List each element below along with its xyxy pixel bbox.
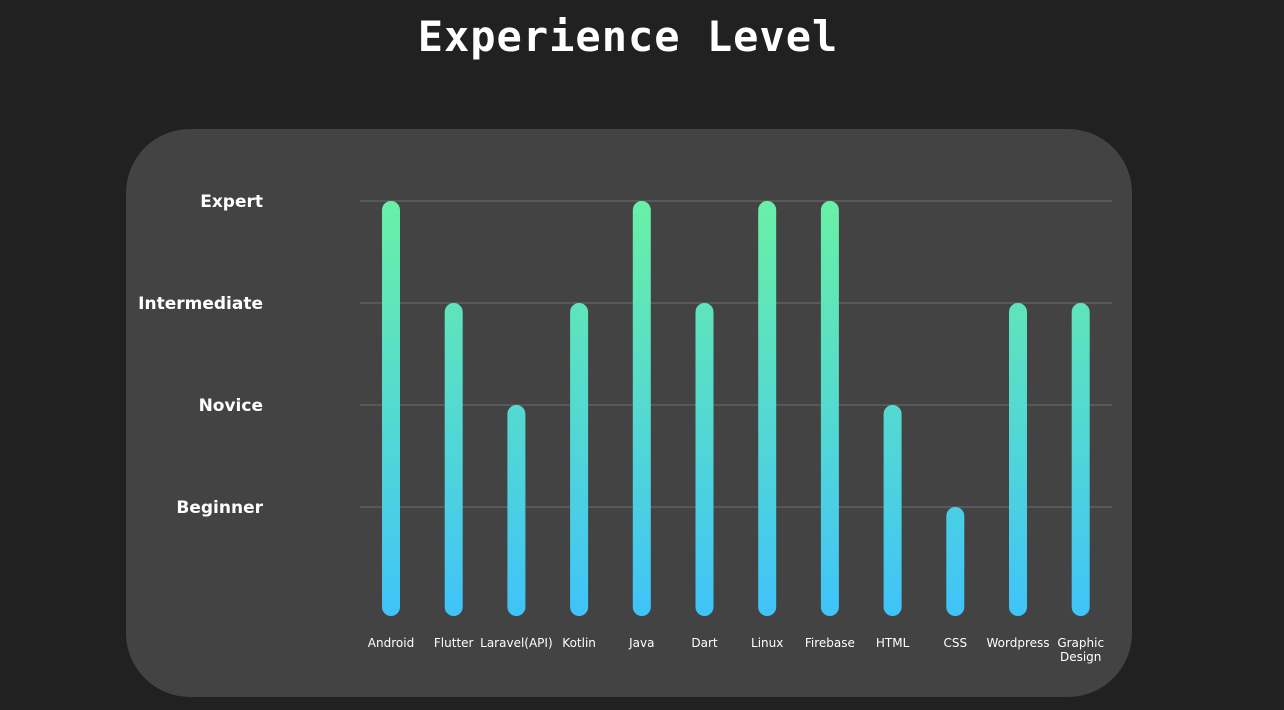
bars: [382, 201, 1090, 616]
bar-dart: [695, 303, 714, 616]
category-label-android: Android: [368, 636, 414, 650]
category-label-css: CSS: [943, 636, 967, 650]
bar-firebase: [820, 201, 839, 616]
category-label-linux: Linux: [751, 636, 783, 650]
category-label-html: HTML: [876, 636, 910, 650]
level-label-expert: Expert: [200, 192, 263, 212]
category-label-firebase: Firebase: [805, 636, 855, 650]
category-label-flutter: Flutter: [434, 636, 474, 650]
bar-linux: [758, 201, 777, 616]
category-label-java: Java: [628, 636, 654, 650]
bar-java: [632, 201, 651, 616]
bar-kotlin: [570, 303, 589, 616]
category-label-dart: Dart: [691, 636, 718, 650]
category-label-graphic-design: Graphic Design: [1057, 636, 1104, 664]
bar-html: [883, 405, 902, 616]
chart-card: [126, 129, 1132, 697]
category-label-kotlin: Kotlin: [562, 636, 596, 650]
bar-wordpress: [1009, 303, 1027, 616]
bar-flutter: [444, 303, 463, 616]
experience-bar-chart: Beginner Novice Intermediate Expert Android…: [138, 192, 1112, 664]
bar-graphic-design: [1071, 303, 1090, 616]
grid-lines: [360, 200, 1112, 508]
category-label-wordpress: Wordpress: [986, 636, 1049, 650]
level-label-beginner: Beginner: [176, 498, 263, 518]
bar-css: [946, 507, 965, 616]
category-label-laravelapi: Laravel(API): [480, 636, 553, 650]
page-title: Experience Level: [417, 12, 839, 61]
y-axis-level-labels: Beginner Novice Intermediate Expert: [138, 192, 263, 518]
bar-laravelapi: [507, 405, 526, 616]
level-label-intermediate: Intermediate: [138, 294, 263, 314]
x-axis-category-labels: Android Flutter Laravel(API) Kotlin Java Dart…: [368, 636, 1104, 664]
bar-android: [382, 201, 400, 616]
level-label-novice: Novice: [199, 396, 263, 416]
